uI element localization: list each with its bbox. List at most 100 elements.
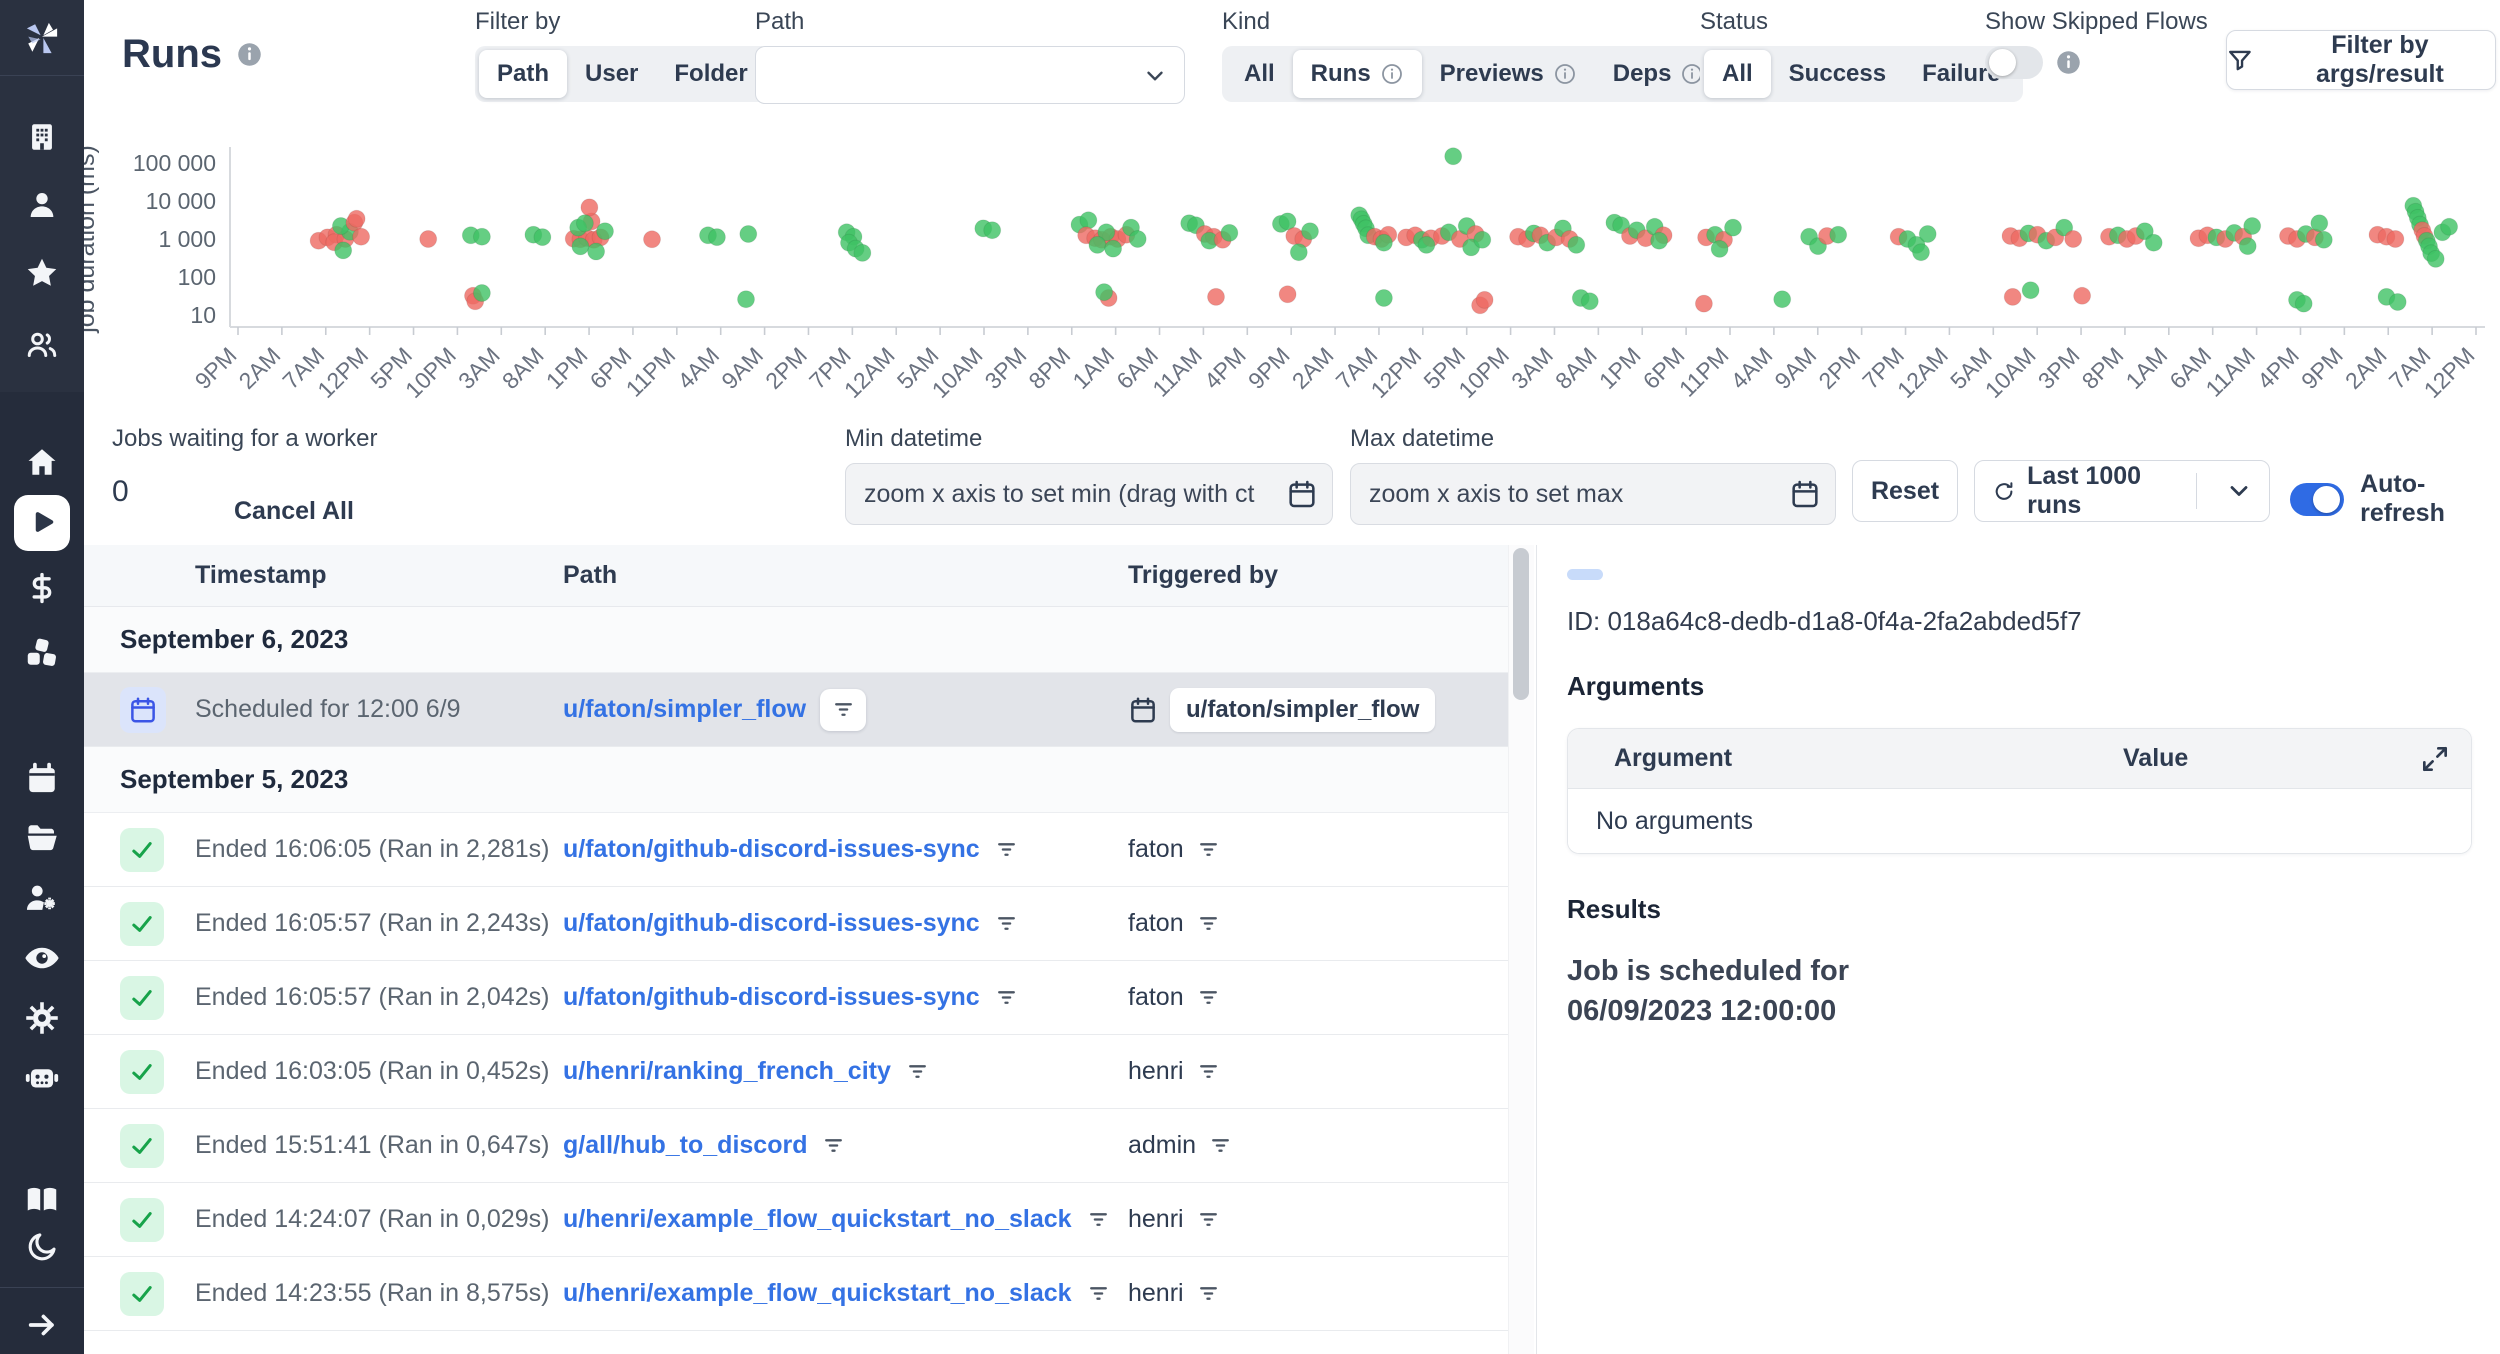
funnel-icon [2229,50,2251,71]
run-path-link[interactable]: u/faton/simpler_flow [563,695,807,723]
svg-text:9PM: 9PM [190,342,242,394]
svg-text:3AM: 3AM [1506,342,1558,394]
run-row[interactable]: Ended 16:06:05 (Ran in 2,281s) u/faton/gi… [84,813,1508,887]
run-path-link[interactable]: u/henri/ranking_french_city [563,1057,891,1085]
path-filter-icon[interactable] [994,837,1019,862]
svg-text:2PM: 2PM [760,342,812,394]
triggered-by-filter-icon[interactable] [1196,911,1221,936]
cancel-all-button[interactable]: Cancel All [234,497,354,525]
calendar-icon[interactable] [1286,478,1318,515]
run-timestamp: Ended 15:51:41 (Ran in 0,647s) [195,1131,550,1159]
audit-eye-icon[interactable] [23,939,61,977]
skipped-flows-toggle[interactable] [1985,46,2043,79]
filter-by-path-option[interactable]: Path [479,50,568,98]
path-filter-icon[interactable] [1086,1281,1111,1306]
star-icon[interactable] [24,255,60,291]
path-select[interactable] [755,46,1185,104]
job-duration-chart[interactable]: job duration (ms) 10 100 1 000 10 000 100 000… [60,92,2500,422]
path-filter-icon[interactable] [1086,1207,1111,1232]
success-check-icon [120,1271,164,1316]
triggered-by-filter-icon[interactable] [1196,1059,1221,1084]
runs-nav-selected[interactable] [14,495,70,551]
triggered-by-filter-icon[interactable] [1196,1281,1221,1306]
skipped-flows-label: Show Skipped Flows [1985,8,2208,35]
max-datetime-input[interactable] [1351,479,1835,509]
settings-gear-icon[interactable] [24,1000,60,1036]
triggered-by-filter-icon[interactable] [1196,985,1221,1010]
skipped-flows-group: Show Skipped Flows [1985,8,2208,79]
path-filter-icon[interactable] [994,911,1019,936]
date-group-header: September 6, 2023 [84,607,1508,673]
workspace-building-icon[interactable] [25,120,59,154]
success-check-icon [120,1049,164,1094]
filter-by-args-button[interactable]: Filter by args/result [2226,30,2496,90]
kind-runs-option[interactable]: Runs [1292,50,1422,98]
kind-deps-option[interactable]: Deps [1595,50,1723,98]
run-path-link[interactable]: u/henri/example_flow_quickstart_no_slack [563,1279,1072,1307]
run-row[interactable]: Ended 16:03:05 (Ran in 0,452s) u/henri/ra… [84,1035,1508,1109]
filter-by-user-option[interactable]: User [585,60,639,87]
triggered-by-filter-icon[interactable] [1208,1133,1233,1158]
status-success-option[interactable]: Success [1788,60,1887,87]
run-path-link[interactable]: g/all/hub_to_discord [563,1131,808,1159]
run-row[interactable]: Ended 15:51:41 (Ran in 0,647s) g/all/hub_… [84,1109,1508,1183]
reset-button[interactable]: Reset [1852,460,1958,522]
groups-gear-icon[interactable] [23,879,61,917]
svg-text:8PM: 8PM [1023,342,1075,394]
svg-text:12PM: 12PM [2419,342,2480,403]
triggered-by-pill[interactable]: u/faton/simpler_flow [1170,687,1436,732]
triggered-by-filter-icon[interactable] [1196,837,1221,862]
expand-sidebar-arrow-icon[interactable] [25,1308,59,1342]
run-row[interactable]: Ended 14:24:07 (Ran in 0,029s) u/henri/ex… [84,1183,1508,1257]
calendar-icon[interactable] [1789,478,1821,515]
home-icon[interactable] [25,445,59,479]
path-filter-label: Path [755,8,805,35]
dark-mode-moon-icon[interactable] [25,1230,59,1264]
run-path-link[interactable]: u/henri/example_flow_quickstart_no_slack [563,1205,1072,1233]
run-row[interactable]: Scheduled for 12:00 6/9 u/faton/simpler_f… [84,673,1508,747]
run-row[interactable]: Ended 16:05:57 (Ran in 2,243s) u/faton/gi… [84,887,1508,961]
windmill-logo-icon[interactable] [20,16,64,60]
result-text: Job is scheduled for 06/09/2023 12:00:00 [1567,955,1849,1027]
run-timestamp: Ended 16:03:05 (Ran in 0,452s) [195,1057,550,1085]
svg-text:2AM: 2AM [1287,342,1339,394]
filter-by-folder-option[interactable]: Folder [674,60,748,87]
path-filter-icon[interactable] [994,985,1019,1010]
user-icon[interactable] [25,188,59,222]
users-group-icon[interactable] [24,327,60,363]
run-path-link[interactable]: u/faton/github-discord-issues-sync [563,983,980,1011]
kind-previews-option[interactable]: Previews [1422,50,1595,98]
run-timestamp: Ended 14:23:55 (Ran in 8,575s) [195,1279,550,1307]
path-filter-icon[interactable] [820,688,867,731]
kind-all-option[interactable]: All [1244,60,1275,87]
filter-by-label: Filter by [475,8,561,35]
path-filter-icon[interactable] [821,1133,846,1158]
workers-robot-icon[interactable] [23,1059,61,1097]
path-filter-icon[interactable] [905,1059,930,1084]
triggered-by-filter-icon[interactable] [1196,1207,1221,1232]
schedules-calendar-icon[interactable] [25,761,59,795]
status-segmented: All Success Failure [1700,46,2023,102]
variables-dollar-icon[interactable] [25,571,59,605]
run-row[interactable]: Ended 16:05:57 (Ran in 2,042s) u/faton/gi… [84,961,1508,1035]
status-all-option[interactable]: All [1704,50,1771,98]
run-path-link[interactable]: u/faton/github-discord-issues-sync [563,835,980,863]
min-datetime-input[interactable] [846,479,1332,509]
auto-refresh-toggle[interactable] [2290,482,2345,516]
table-scrollbar-track[interactable] [1508,545,1534,1354]
kind-group: Kind All Runs Previews Deps [1222,8,1727,102]
run-path-link[interactable]: u/faton/github-discord-issues-sync [563,909,980,937]
resources-boxes-icon[interactable] [24,634,60,670]
run-row[interactable]: Ended 14:23:55 (Ran in 8,575s) u/henri/ex… [84,1257,1508,1331]
status-label: Status [1700,8,1769,35]
run-timestamp: Ended 16:05:57 (Ran in 2,042s) [195,983,550,1011]
last-runs-dropdown-chevron[interactable] [2209,461,2269,521]
table-scrollbar-thumb[interactable] [1513,548,1529,700]
title-info-icon[interactable] [236,41,263,68]
last-runs-button[interactable]: Last 1000 runs [1975,461,2184,521]
refresh-icon [1995,481,2013,500]
docs-book-icon[interactable] [24,1182,60,1218]
svg-text:2PM: 2PM [1813,342,1865,394]
folders-icon[interactable] [24,820,60,856]
expand-icon[interactable] [2419,743,2451,782]
